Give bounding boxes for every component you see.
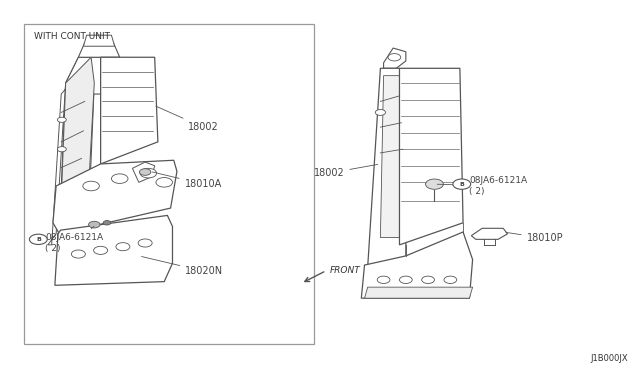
Circle shape — [72, 250, 85, 258]
Circle shape — [88, 221, 100, 228]
Polygon shape — [380, 76, 403, 237]
Polygon shape — [399, 68, 463, 245]
Text: 18010A: 18010A — [152, 172, 222, 189]
Circle shape — [156, 177, 173, 187]
Text: 18010P: 18010P — [506, 232, 563, 243]
Polygon shape — [55, 215, 173, 285]
Polygon shape — [78, 42, 120, 57]
Polygon shape — [61, 57, 94, 201]
Bar — [24, 24, 314, 344]
Circle shape — [140, 169, 151, 175]
Text: 18002: 18002 — [156, 106, 218, 132]
Circle shape — [426, 179, 444, 189]
Text: B: B — [36, 237, 41, 242]
Polygon shape — [100, 57, 158, 164]
Polygon shape — [48, 83, 71, 245]
Polygon shape — [368, 68, 406, 267]
Text: J1B000JX: J1B000JX — [591, 353, 628, 363]
Circle shape — [111, 174, 128, 183]
Polygon shape — [471, 228, 508, 239]
Circle shape — [388, 54, 401, 61]
Polygon shape — [365, 287, 472, 298]
Text: FRONT: FRONT — [330, 266, 360, 275]
Circle shape — [58, 147, 67, 152]
Circle shape — [29, 234, 47, 244]
Circle shape — [375, 109, 385, 115]
Polygon shape — [362, 232, 472, 298]
Text: 18020N: 18020N — [141, 257, 223, 276]
Text: B: B — [460, 182, 464, 187]
Circle shape — [93, 246, 108, 254]
Circle shape — [453, 179, 470, 189]
Text: 08JA6-6121A
( 2): 08JA6-6121A ( 2) — [437, 176, 527, 196]
Text: WITH CONT UNIT: WITH CONT UNIT — [34, 32, 110, 41]
Polygon shape — [383, 48, 406, 68]
Text: 08JA6-6121A
( 2): 08JA6-6121A ( 2) — [45, 227, 104, 253]
Circle shape — [83, 181, 99, 191]
Polygon shape — [83, 35, 115, 46]
Circle shape — [422, 276, 435, 283]
Text: 18002: 18002 — [314, 164, 378, 178]
Polygon shape — [53, 160, 177, 234]
Circle shape — [399, 276, 412, 283]
Polygon shape — [60, 57, 94, 234]
Polygon shape — [66, 57, 120, 94]
Circle shape — [58, 117, 67, 122]
Circle shape — [377, 276, 390, 283]
Circle shape — [103, 221, 111, 225]
Circle shape — [116, 243, 130, 251]
Circle shape — [444, 276, 457, 283]
Circle shape — [140, 169, 157, 178]
Polygon shape — [132, 162, 155, 182]
Circle shape — [138, 239, 152, 247]
